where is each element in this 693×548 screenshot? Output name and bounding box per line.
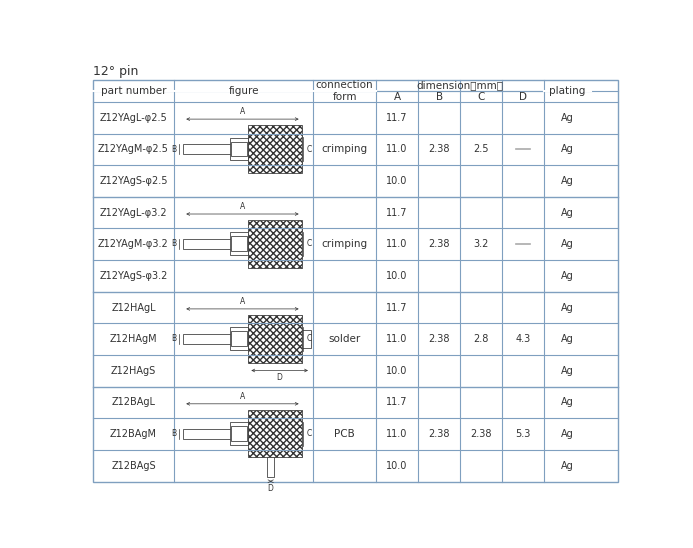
Bar xyxy=(230,423,248,445)
Text: B: B xyxy=(172,145,177,153)
Text: 10.0: 10.0 xyxy=(387,176,407,186)
Text: Z12YAgL-φ3.2: Z12YAgL-φ3.2 xyxy=(100,208,167,218)
Text: 11.7: 11.7 xyxy=(387,113,408,123)
Text: D: D xyxy=(277,373,283,382)
Text: Z12YAgL-φ2.5: Z12YAgL-φ2.5 xyxy=(100,113,168,123)
Bar xyxy=(267,458,274,477)
Text: 4.3: 4.3 xyxy=(516,334,531,344)
Bar xyxy=(231,332,247,346)
Text: B: B xyxy=(172,429,177,438)
Text: 3.2: 3.2 xyxy=(473,239,489,249)
Text: B: B xyxy=(435,92,443,101)
Text: plating: plating xyxy=(550,86,586,96)
Text: 2.38: 2.38 xyxy=(471,429,492,439)
Text: Z12BAgS: Z12BAgS xyxy=(111,461,156,471)
Text: A: A xyxy=(240,107,245,117)
Text: 2.38: 2.38 xyxy=(428,145,450,155)
Text: 2.38: 2.38 xyxy=(428,429,450,439)
Bar xyxy=(248,410,301,458)
Text: PCB: PCB xyxy=(334,429,355,439)
Text: D: D xyxy=(267,484,274,493)
Text: 2.5: 2.5 xyxy=(473,145,489,155)
Bar xyxy=(184,334,231,344)
Text: Z12YAgS-φ3.2: Z12YAgS-φ3.2 xyxy=(99,271,168,281)
Bar xyxy=(231,426,247,441)
Text: C: C xyxy=(307,145,312,153)
Text: Z12BAgL: Z12BAgL xyxy=(112,397,155,408)
Text: Z12HAgS: Z12HAgS xyxy=(111,366,156,376)
Text: Ag: Ag xyxy=(561,461,574,471)
Text: solder: solder xyxy=(328,334,361,344)
Bar xyxy=(230,232,248,255)
Text: Ag: Ag xyxy=(561,334,574,344)
Text: 11.0: 11.0 xyxy=(387,334,407,344)
Text: 11.7: 11.7 xyxy=(387,208,408,218)
Text: part number: part number xyxy=(100,86,166,96)
Text: Z12HAgL: Z12HAgL xyxy=(111,302,156,312)
Text: 10.0: 10.0 xyxy=(387,461,407,471)
Text: 2.8: 2.8 xyxy=(473,334,489,344)
Text: A: A xyxy=(240,297,245,306)
Text: Ag: Ag xyxy=(561,239,574,249)
Bar xyxy=(184,429,231,438)
Text: Z12HAgM: Z12HAgM xyxy=(109,334,157,344)
Text: Ag: Ag xyxy=(561,366,574,376)
Text: figure: figure xyxy=(229,86,259,96)
Text: 11.0: 11.0 xyxy=(387,429,407,439)
Text: 11.7: 11.7 xyxy=(387,302,408,312)
Text: connection: connection xyxy=(316,81,374,90)
Bar xyxy=(301,330,311,347)
Text: Z12YAgS-φ2.5: Z12YAgS-φ2.5 xyxy=(99,176,168,186)
Text: dimension（mm）: dimension（mm） xyxy=(416,81,504,90)
Text: A: A xyxy=(240,202,245,212)
Text: crimping: crimping xyxy=(322,145,368,155)
Text: 11.0: 11.0 xyxy=(387,145,407,155)
Text: 11.7: 11.7 xyxy=(387,397,408,408)
Text: B: B xyxy=(172,239,177,248)
Bar xyxy=(184,239,231,249)
Bar xyxy=(248,315,301,363)
Text: 10.0: 10.0 xyxy=(387,271,407,281)
Text: crimping: crimping xyxy=(322,239,368,249)
Text: 2.38: 2.38 xyxy=(428,239,450,249)
Text: Ag: Ag xyxy=(561,429,574,439)
Bar xyxy=(248,220,301,267)
Text: A: A xyxy=(394,92,401,101)
Text: Ag: Ag xyxy=(561,271,574,281)
Text: Z12YAgM-φ3.2: Z12YAgM-φ3.2 xyxy=(98,239,169,249)
Text: 2.38: 2.38 xyxy=(428,334,450,344)
Text: B: B xyxy=(172,334,177,343)
Text: Ag: Ag xyxy=(561,176,574,186)
Text: 5.3: 5.3 xyxy=(516,429,531,439)
Text: C: C xyxy=(307,334,312,343)
Text: D: D xyxy=(519,92,527,101)
Bar xyxy=(184,144,231,154)
Bar xyxy=(231,141,247,156)
Text: 12° pin: 12° pin xyxy=(93,65,138,78)
Text: C: C xyxy=(477,92,485,101)
Text: Ag: Ag xyxy=(561,302,574,312)
Text: Ag: Ag xyxy=(561,113,574,123)
Text: 11.0: 11.0 xyxy=(387,239,407,249)
Text: A: A xyxy=(240,392,245,401)
Text: C: C xyxy=(307,429,312,438)
Text: 10.0: 10.0 xyxy=(387,366,407,376)
Text: form: form xyxy=(333,92,357,101)
Text: Ag: Ag xyxy=(561,208,574,218)
Bar xyxy=(230,327,248,350)
Text: Z12YAgM-φ2.5: Z12YAgM-φ2.5 xyxy=(98,145,169,155)
Text: Z12BAgM: Z12BAgM xyxy=(110,429,157,439)
Bar xyxy=(230,138,248,161)
Bar xyxy=(231,237,247,252)
Text: Ag: Ag xyxy=(561,145,574,155)
Text: Ag: Ag xyxy=(561,397,574,408)
Text: C: C xyxy=(307,239,312,248)
Bar xyxy=(248,125,301,173)
